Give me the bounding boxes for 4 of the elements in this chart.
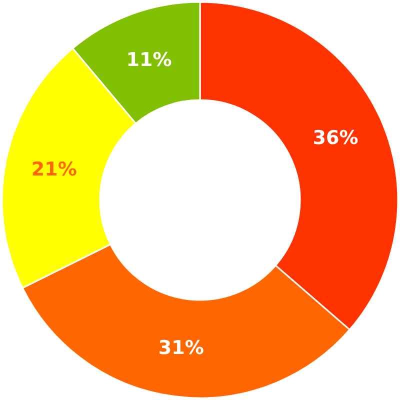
- data-label: 21%: [31, 158, 77, 180]
- data-label: 31%: [158, 336, 204, 359]
- data-label: 36%: [312, 127, 358, 150]
- data-label: 11%: [126, 48, 172, 71]
